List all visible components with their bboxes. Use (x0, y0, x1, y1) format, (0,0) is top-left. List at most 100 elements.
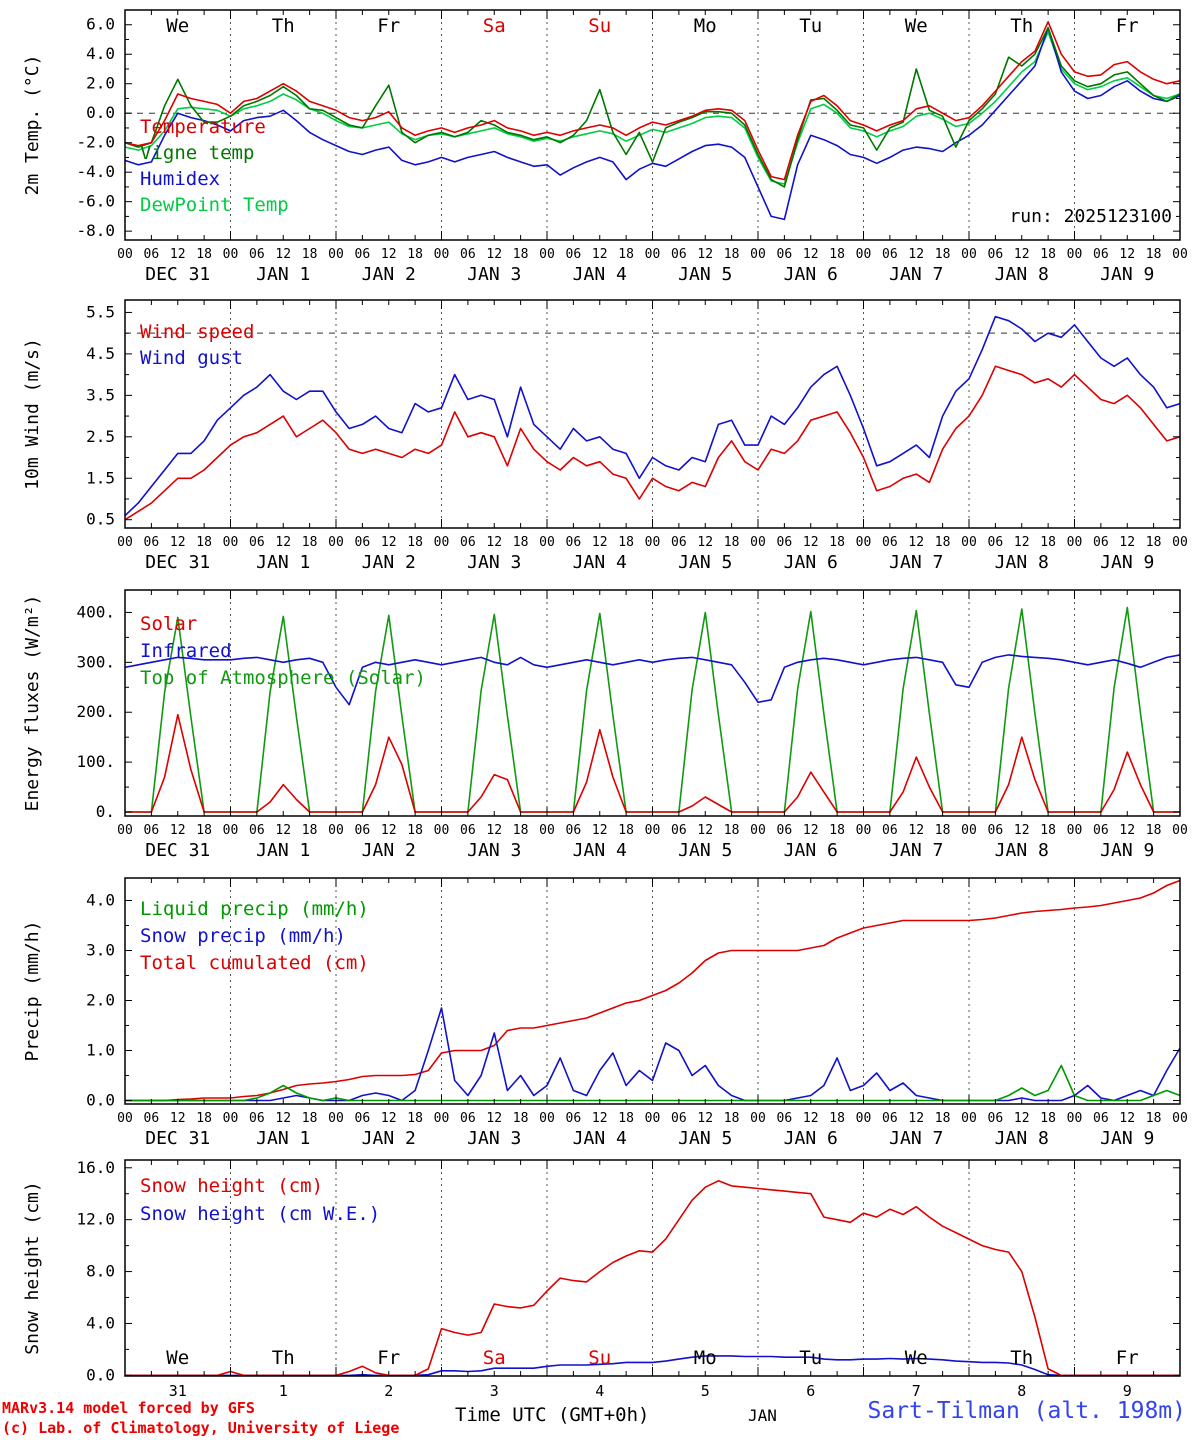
hour-label: 18 (407, 823, 423, 838)
hour-label: 12 (275, 247, 291, 262)
hour-label: 12 (1014, 247, 1030, 262)
hour-label: 12 (170, 535, 186, 550)
hour-label: 00 (1172, 1111, 1188, 1126)
series-wind-speed (125, 365, 1180, 521)
hour-label: 18 (829, 1111, 845, 1126)
hour-label: 18 (1040, 823, 1056, 838)
day-name-label: Tu (799, 15, 822, 37)
y-tick-label: 4.0 (86, 44, 115, 63)
series-dewpoint-temp (125, 31, 1180, 185)
date-label: JAN 9 (1100, 1128, 1154, 1149)
date-label: JAN 8 (995, 552, 1049, 573)
day-name-label: Fr (1116, 1347, 1139, 1369)
hour-label: 00 (1172, 535, 1188, 550)
hour-label: 00 (961, 1111, 977, 1126)
hour-label: 18 (1146, 247, 1162, 262)
y-tick-label: -2.0 (76, 133, 115, 152)
hour-label: 06 (355, 823, 371, 838)
hour-label: 00 (961, 823, 977, 838)
station-label: Sart-Tilman (alt. 198m) (867, 1398, 1187, 1424)
hour-label: 00 (328, 535, 344, 550)
y-axis-title: 2m Temp. (°C) (22, 55, 43, 196)
day-name-label: Tu (799, 1347, 822, 1369)
y-tick-label: 3.5 (86, 385, 115, 404)
hour-label: 00 (1067, 1111, 1083, 1126)
series-total-cumulated-cm (125, 879, 1180, 1102)
hour-label: 06 (1093, 823, 1109, 838)
date-label: JAN 5 (678, 552, 732, 573)
hour-label: 00 (750, 1111, 766, 1126)
hour-label: 00 (539, 823, 555, 838)
hour-label: 00 (1067, 535, 1083, 550)
y-tick-label: 1.0 (86, 1041, 115, 1060)
day-name-label: Mo (694, 15, 717, 37)
hour-label: 12 (908, 823, 924, 838)
hour-label: 06 (355, 247, 371, 262)
date-label: JAN 3 (467, 1128, 521, 1149)
hour-label: 12 (697, 247, 713, 262)
hour-label: 18 (1040, 535, 1056, 550)
hour-label: 18 (196, 823, 212, 838)
date-label: JAN 6 (784, 264, 838, 285)
hour-label: 00 (750, 247, 766, 262)
y-tick-label: 4.5 (86, 344, 115, 363)
hour-label: 00 (328, 247, 344, 262)
y-tick-label: -6.0 (76, 192, 115, 211)
hour-label: 12 (381, 823, 397, 838)
hour-label: 12 (1014, 535, 1030, 550)
date-label: JAN 9 (1100, 840, 1154, 861)
hour-label: 00 (856, 535, 872, 550)
hour-label: 00 (1067, 247, 1083, 262)
date-label: JAN 6 (784, 1128, 838, 1149)
hour-label: 06 (882, 535, 898, 550)
hour-label: 06 (355, 535, 371, 550)
hour-label: 12 (381, 247, 397, 262)
date-label: JAN 7 (889, 264, 943, 285)
day-number-label: 31 (169, 1382, 187, 1400)
y-axis-title: Energy fluxes (W/m²) (22, 595, 43, 812)
date-label: JAN 4 (573, 1128, 627, 1149)
temperature-panel: 6.0 4.0 2.0 0.0 -2.0 -4.0 -6.0 -8.0 2m Temp. (°C… (22, 9, 1188, 285)
date-label: DEC 31 (145, 552, 210, 573)
hour-label: 06 (988, 1111, 1004, 1126)
hour-label: 06 (566, 823, 582, 838)
date-label: JAN 8 (995, 1128, 1049, 1149)
legend-solar: Solar (140, 613, 197, 635)
energy-panel: 400. 300. 200. 100. 0. Energy fluxes (W/m²) So… (22, 589, 1188, 861)
precip-panel: 4.0 3.0 2.0 1.0 0.0 Precip (mm/h) Liquid preci… (22, 877, 1188, 1149)
day-number-label: 9 (1123, 1382, 1132, 1400)
day-name-label: Th (272, 15, 295, 37)
hour-label: 00 (1172, 247, 1188, 262)
hour-label: 18 (513, 1111, 529, 1126)
hour-label: 12 (170, 247, 186, 262)
day-name-label: Th (1010, 1347, 1033, 1369)
hour-label: 18 (724, 247, 740, 262)
date-label: JAN 7 (889, 552, 943, 573)
x-axis-title: Time UTC (GMT+0h) (455, 1404, 650, 1426)
hour-label: 12 (1119, 535, 1135, 550)
hour-label: 00 (645, 823, 661, 838)
legend-snow-height-cm-w-e: Snow height (cm W.E.) (140, 1203, 380, 1225)
hour-label: 12 (592, 1111, 608, 1126)
hour-label: 00 (645, 1111, 661, 1126)
y-tick-label: 200. (76, 702, 115, 721)
hour-label: 06 (1093, 1111, 1109, 1126)
hour-label: 18 (513, 535, 529, 550)
y-tick-label: 100. (76, 752, 115, 771)
hour-label: 00 (961, 247, 977, 262)
hour-label: 12 (486, 1111, 502, 1126)
hour-label: 12 (1014, 1111, 1030, 1126)
hour-label: 12 (803, 247, 819, 262)
legend-wind-gust: Wind gust (140, 347, 243, 369)
hour-label: 06 (988, 823, 1004, 838)
date-label: JAN 3 (467, 840, 521, 861)
hour-label: 00 (328, 823, 344, 838)
y-tick-label: 0.0 (86, 1365, 115, 1384)
hour-label: 12 (592, 247, 608, 262)
hour-label: 06 (355, 1111, 371, 1126)
hour-label: 00 (434, 823, 450, 838)
y-tick-label: 0.0 (86, 103, 115, 122)
hour-label: 00 (223, 1111, 239, 1126)
